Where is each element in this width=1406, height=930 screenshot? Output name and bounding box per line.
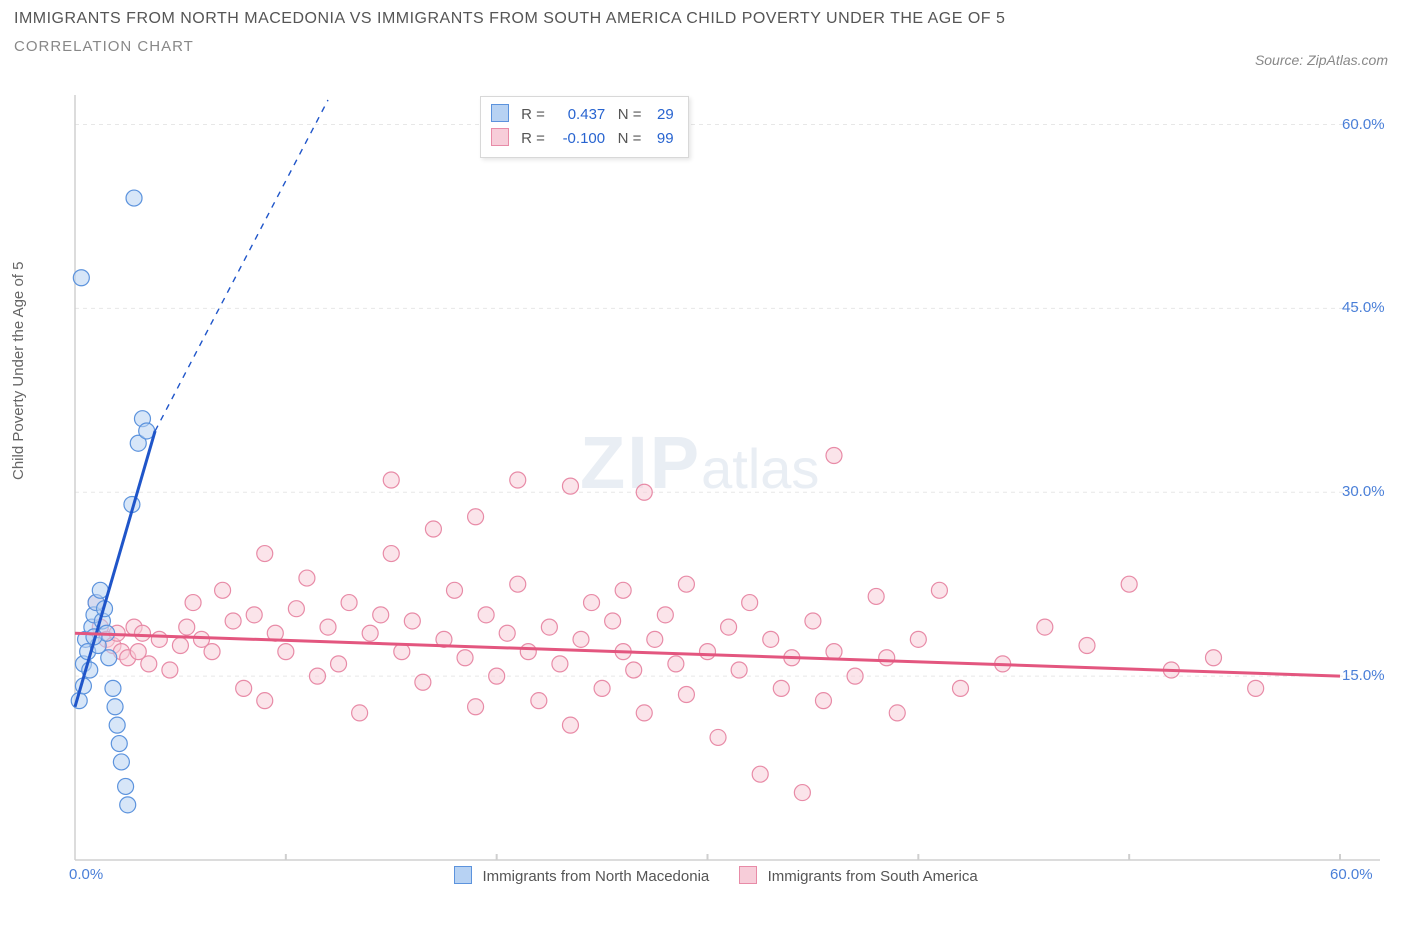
- stats-row-series-a: R = 0.437 N = 29: [491, 103, 674, 127]
- stats-swatch-b: [491, 128, 509, 146]
- y-tick-label: 30.0%: [1342, 483, 1385, 500]
- stats-n-b: 99: [646, 127, 674, 151]
- stats-row-series-b: R = -0.100 N = 99: [491, 127, 674, 151]
- stats-n-a: 29: [646, 103, 674, 127]
- chart-title: IMMIGRANTS FROM NORTH MACEDONIA VS IMMIG…: [14, 10, 1005, 28]
- stats-r-b: -0.100: [549, 127, 605, 151]
- source-attribution: Source: ZipAtlas.com: [1255, 52, 1388, 68]
- stats-swatch-a: [491, 104, 509, 122]
- stats-r-a: 0.437: [553, 103, 605, 127]
- chart-title-block: IMMIGRANTS FROM NORTH MACEDONIA VS IMMIG…: [14, 10, 1005, 55]
- y-tick-label: 45.0%: [1342, 299, 1385, 316]
- y-tick-label: 15.0%: [1342, 667, 1385, 684]
- correlation-stats-box: R = 0.437 N = 29 R = -0.100 N = 99: [480, 96, 689, 158]
- legend-swatch-series-b: [739, 866, 757, 884]
- chart-subtitle: CORRELATION CHART: [14, 38, 1005, 55]
- y-tick-label: 60.0%: [1342, 116, 1385, 133]
- correlation-scatter-plot: [50, 90, 1390, 880]
- y-axis-label: Child Poverty Under the Age of 5: [10, 262, 27, 480]
- bottom-legend: Immigrants from North Macedonia Immigran…: [0, 866, 1406, 885]
- legend-swatch-series-a: [454, 866, 472, 884]
- legend-label-series-a: Immigrants from North Macedonia: [483, 868, 710, 885]
- legend-label-series-b: Immigrants from South America: [768, 868, 978, 885]
